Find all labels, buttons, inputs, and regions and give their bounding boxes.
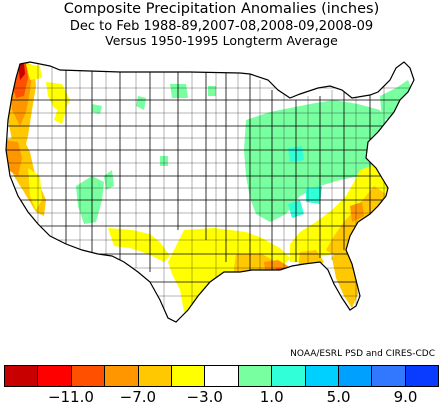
legend-color-cell — [272, 366, 306, 386]
map-title: Composite Precipitation Anomalies (inche… — [63, 1, 380, 17]
legend-color-cell — [171, 366, 206, 386]
legend-color-cell — [38, 366, 72, 386]
data-credit: NOAA/ESRL PSD and CIRES-CDC — [290, 349, 435, 359]
legend-tick-label: −7.0 — [119, 388, 157, 406]
legend-color-cell — [5, 366, 39, 386]
legend-tick-label: 1.0 — [259, 388, 284, 406]
legend-color-cell — [138, 366, 172, 386]
legend-tick-label: 9.0 — [393, 388, 418, 406]
legend-color-cell — [405, 366, 439, 386]
legend-color-cell — [338, 366, 373, 386]
baseline-note: Versus 1950-1995 Longterm Average — [105, 33, 338, 48]
legend-tick-label: −3.0 — [186, 388, 223, 406]
legend-color-cell — [105, 366, 139, 386]
legend-color-cell — [305, 366, 339, 386]
color-legend-ticks: −11.0 −7.0 −3.0 1.0 5.0 9.0 — [0, 388, 443, 407]
legend-color-cell — [205, 366, 239, 386]
legend-color-cell — [238, 366, 273, 386]
legend-color-cell — [372, 366, 406, 386]
map-subtitle: Dec to Feb 1988-89,2007-08,2008-09,2008-… — [69, 19, 374, 34]
color-legend-bar — [4, 365, 439, 387]
legend-tick-label: −11.0 — [47, 388, 94, 406]
legend-tick-label: 5.0 — [326, 388, 351, 406]
legend-color-cell — [71, 366, 106, 386]
